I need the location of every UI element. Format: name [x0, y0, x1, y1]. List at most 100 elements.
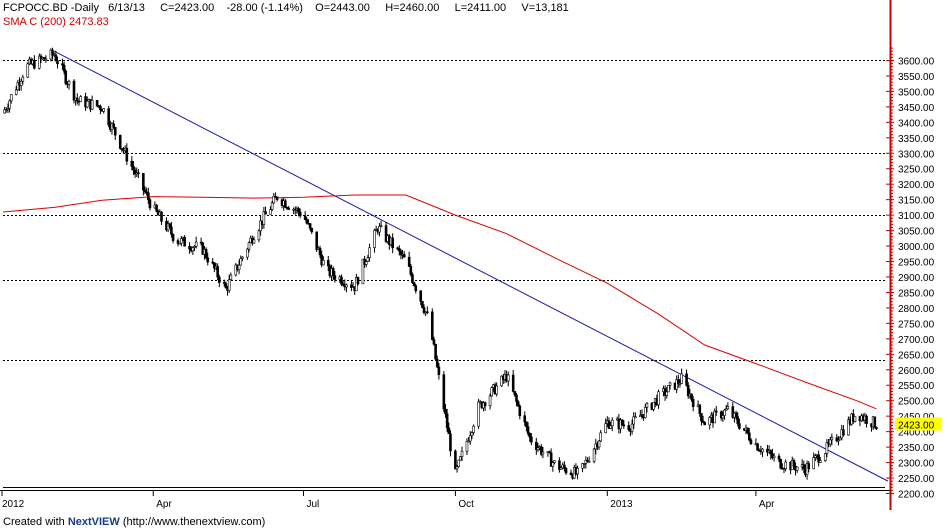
bar-body: [518, 405, 522, 417]
bar-body: [148, 199, 152, 209]
price-bar: [731, 402, 735, 419]
bar-body: [180, 238, 183, 244]
price-bar: [515, 393, 518, 407]
price-bar: [132, 160, 135, 176]
bar-body: [333, 275, 337, 280]
bar-body: [160, 211, 163, 222]
bar-body: [837, 439, 840, 442]
bar-body: [536, 447, 540, 451]
bar-body: [16, 82, 20, 91]
bar-body: [700, 413, 703, 422]
price-bar: [516, 399, 520, 407]
bar-body: [731, 406, 735, 418]
bar-body: [551, 462, 555, 467]
bar-body: [331, 268, 335, 276]
price-bar: [736, 412, 740, 427]
price-bar: [563, 461, 566, 472]
price-bar: [199, 237, 203, 246]
bar-body: [639, 415, 642, 418]
bar-body: [237, 264, 241, 270]
bar-body: [137, 172, 140, 174]
price-bar: [310, 227, 314, 235]
bar-body: [262, 211, 266, 225]
price-bar: [719, 410, 723, 421]
bar-body: [782, 468, 786, 470]
price-bar: [447, 422, 451, 435]
bar-body: [432, 339, 436, 345]
price-bar: [350, 280, 353, 292]
bar-body: [506, 374, 510, 382]
bar-body: [668, 382, 672, 386]
price-bar: [795, 466, 799, 473]
bar-body: [842, 429, 845, 436]
bar-body: [326, 260, 330, 267]
price-bar: [44, 55, 48, 63]
price-bar: [379, 220, 383, 228]
y-tick-label: 3200.00: [898, 180, 935, 191]
y-axis: 2200.002250.002300.002350.002400.002450.…: [886, 0, 942, 510]
bar-body: [112, 123, 115, 128]
price-bar: [748, 428, 751, 442]
bar-body: [847, 419, 850, 436]
price-bar: [465, 438, 469, 455]
bar-body: [275, 196, 279, 201]
bar-body: [42, 57, 46, 60]
price-bar: [426, 306, 429, 315]
bar-body: [685, 373, 688, 386]
price-bar: [99, 104, 102, 115]
bar-body: [142, 173, 145, 191]
bar-body: [549, 452, 553, 467]
price-bar: [326, 255, 330, 272]
price-bar: [551, 460, 555, 472]
price-bar: [113, 126, 117, 141]
bar-body: [130, 160, 134, 167]
price-bar: [652, 402, 655, 412]
bar-body: [305, 219, 309, 224]
price-bar: [513, 391, 517, 397]
price-bar: [305, 217, 309, 225]
price-bar: [356, 276, 360, 286]
bar-body: [777, 455, 781, 460]
price-bar: [373, 228, 376, 253]
price-bar: [216, 263, 219, 281]
price-bar: [777, 453, 781, 463]
bar-body: [5, 109, 8, 111]
bar-body: [44, 58, 48, 61]
bar-body: [802, 464, 806, 469]
price-bar: [368, 243, 371, 262]
bar-body: [609, 425, 612, 429]
bar-body: [318, 247, 322, 256]
price-bar: [539, 444, 543, 457]
bar-body: [355, 277, 358, 292]
bar-body: [553, 460, 556, 463]
bar-body: [315, 231, 319, 250]
price-bar: [530, 433, 533, 446]
price-bar: [62, 61, 66, 75]
bar-body: [483, 402, 487, 407]
bar-body: [495, 385, 498, 395]
price-bar: [558, 457, 561, 473]
bar-body: [308, 223, 312, 229]
price-bar: [137, 169, 140, 179]
price-bar: [133, 167, 137, 178]
price-bar: [411, 272, 414, 285]
bar-body: [303, 215, 307, 220]
price-bar: [303, 211, 307, 221]
price-bar: [535, 437, 538, 455]
price-bar: [14, 86, 18, 96]
bar-body: [391, 237, 394, 249]
price-bar: [582, 463, 586, 469]
footer-credit[interactable]: Created with NextVIEW (http://www.thenex…: [3, 516, 265, 528]
price-bar: [168, 222, 172, 229]
price-bar: [421, 300, 424, 309]
price-bar: [528, 432, 532, 442]
sma-line: [2, 194, 877, 410]
price-bar: [643, 403, 647, 419]
y-tick-label: 2600.00: [898, 366, 935, 377]
price-bar: [378, 223, 381, 237]
bar-body: [795, 466, 799, 471]
bar-body: [426, 311, 429, 314]
price-bar: [409, 263, 413, 277]
price-bar: [9, 94, 13, 104]
price-bar: [541, 446, 545, 459]
